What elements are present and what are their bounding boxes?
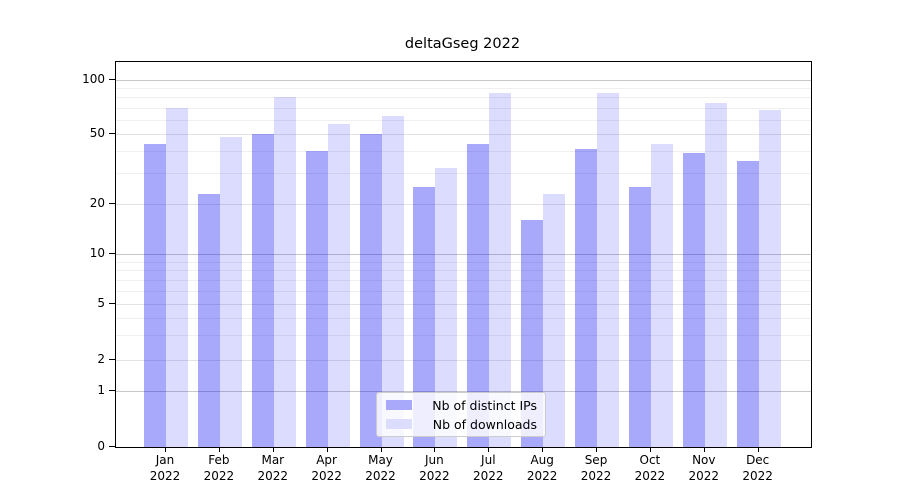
x-tick-mark (434, 447, 436, 452)
bar-distinct-ips (521, 220, 544, 447)
x-tick-mark (649, 447, 651, 452)
bar-downloads (650, 143, 673, 447)
y-tick-mark (109, 252, 115, 254)
x-tick-mark (165, 447, 166, 452)
x-tick-mark (380, 447, 382, 452)
bar-distinct-ips (736, 161, 759, 447)
bar-downloads (381, 115, 404, 447)
x-tick-label: Mar 2022 (257, 453, 289, 483)
x-tick-label: Sep 2022 (580, 453, 612, 483)
x-tick-mark (218, 447, 220, 452)
gridline-major (116, 303, 811, 305)
gridline-minor (116, 317, 811, 319)
bar-distinct-ips (251, 134, 274, 447)
gridline-major (116, 134, 811, 136)
x-tick-label: Aug 2022 (526, 453, 558, 483)
y-tick-label: 2 (97, 352, 105, 366)
gridline-major (116, 253, 811, 255)
y-tick-mark (109, 302, 115, 304)
x-tick-mark (757, 447, 759, 452)
x-tick-label: Jan 2022 (149, 453, 181, 483)
legend: Nb of distinct IPs Nb of downloads (376, 392, 546, 437)
bar-distinct-ips (197, 193, 220, 447)
x-tick-mark (272, 447, 274, 452)
gridline-minor (116, 97, 811, 99)
x-tick-label: Dec 2022 (742, 453, 773, 483)
plot-area (115, 61, 812, 448)
bar-downloads (704, 103, 727, 447)
x-tick-label: Feb 2022 (203, 453, 235, 483)
y-tick-label: 100 (82, 71, 105, 86)
y-tick-mark (109, 78, 115, 80)
x-tick-mark (703, 447, 705, 452)
bar-distinct-ips (305, 151, 328, 447)
bar-downloads (758, 109, 781, 447)
gridline-minor (116, 151, 811, 153)
bar-downloads (273, 97, 296, 447)
bar-downloads (166, 107, 188, 447)
legend-item: Nb of downloads (386, 416, 545, 432)
gridline-minor (116, 87, 811, 89)
y-tick-mark (109, 390, 115, 392)
y-tick-label: 50 (89, 126, 105, 141)
y-tick-label: 10 (89, 245, 105, 260)
bar-downloads (597, 93, 619, 447)
gridline-major (116, 79, 811, 81)
y-tick-mark (109, 133, 115, 135)
bar-downloads (327, 123, 350, 447)
x-tick-label: Jul 2022 (473, 453, 504, 483)
legend-swatch-downloads (386, 419, 412, 429)
gridline-minor (116, 270, 811, 271)
bar-distinct-ips (682, 153, 705, 447)
gridline-minor (116, 261, 811, 263)
legend-swatch-distinct-ips (386, 400, 412, 410)
gridline-minor (116, 290, 811, 292)
gridline-minor (116, 173, 811, 175)
y-tick-mark (109, 446, 115, 447)
legend-label: Nb of distinct IPs (432, 397, 537, 413)
x-tick-mark (488, 447, 490, 452)
legend-label: Nb of downloads (432, 416, 537, 432)
y-tick-label: 20 (89, 196, 105, 211)
bar-distinct-ips (575, 149, 597, 447)
bar-downloads (543, 193, 566, 447)
bar-distinct-ips (359, 134, 382, 447)
x-tick-label: Jun 2022 (419, 453, 450, 483)
bar-downloads (489, 93, 512, 447)
y-tick-label: 0 (97, 439, 105, 453)
y-tick-mark (109, 359, 115, 360)
bar-downloads (435, 168, 458, 447)
chart-title: deltaGseg 2022 (404, 36, 521, 52)
gridline-minor (116, 107, 811, 109)
x-tick-label: Apr 2022 (311, 453, 342, 483)
gridline-minor (116, 279, 811, 281)
bar-distinct-ips (628, 187, 651, 447)
bar-distinct-ips (467, 143, 490, 447)
gridline-minor (116, 119, 811, 121)
legend-item: Nb of distinct IPs (386, 397, 545, 413)
gridline-minor (116, 335, 811, 337)
bar-distinct-ips (144, 143, 166, 447)
gridline-major (116, 360, 811, 361)
x-tick-label: Oct 2022 (634, 453, 666, 483)
x-tick-mark (542, 447, 544, 452)
y-tick-mark (109, 203, 115, 205)
x-tick-label: Nov 2022 (688, 453, 720, 483)
gridline-major (116, 391, 811, 393)
y-tick-label: 1 (97, 383, 105, 398)
bar-distinct-ips (413, 187, 436, 447)
bar-downloads (219, 137, 242, 447)
x-tick-mark (326, 447, 328, 452)
x-tick-mark (596, 447, 597, 452)
gridline-major (116, 204, 811, 206)
x-tick-label: May 2022 (365, 453, 396, 483)
y-tick-label: 5 (97, 295, 105, 310)
